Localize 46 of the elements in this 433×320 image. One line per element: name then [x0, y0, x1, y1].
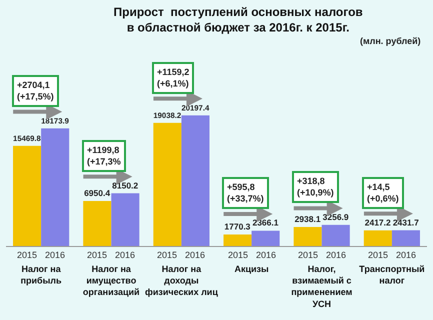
text: 2016: [396, 250, 416, 260]
data-label: 2417.2: [364, 217, 392, 228]
x-tick-label: Транспортный налог: [359, 264, 425, 286]
bar: [252, 230, 280, 246]
data-label: 1770.3: [224, 222, 251, 232]
text: 2015: [298, 250, 318, 260]
bar: [294, 226, 322, 246]
x-tick-label: Налог на имущество организаций: [82, 264, 140, 298]
x-tick-label: Налог, взимаемый с применением УСН: [291, 264, 353, 309]
chart-title: Прирост поступлений основных налогов в областной бюджет за 2016г. к 2015г.: [114, 5, 363, 35]
bar: [224, 234, 252, 246]
text: 2016: [326, 250, 346, 260]
text: 2015: [87, 250, 108, 260]
series-label: 2015: [17, 250, 38, 260]
bar: [13, 146, 42, 246]
x-tick-label: Налог на прибыль: [20, 264, 62, 286]
text: (млн. рублей): [360, 36, 421, 46]
annotation: +1199,8 (+17,3%: [87, 145, 121, 167]
series-label: 2016: [45, 250, 66, 260]
bar: [364, 230, 392, 246]
bar: [41, 128, 70, 246]
bar: [153, 122, 182, 246]
bar: [181, 115, 210, 246]
x-tick-label: Налог на доходы физических лиц: [144, 264, 218, 298]
text: 2016: [256, 250, 276, 260]
text: 2016: [115, 250, 136, 260]
bar: [392, 230, 420, 246]
text: +2704,1 (+17,5%): [17, 80, 54, 102]
bar: [111, 193, 140, 246]
data-label: 6950.4: [84, 188, 110, 198]
data-label: 2938.1: [294, 214, 321, 224]
text: 2015: [228, 250, 248, 260]
annotation: +595,8 (+33,7%): [227, 182, 264, 204]
x-tick-label: Акцизы: [234, 264, 270, 274]
text: +1159,2 (+6,1%): [157, 67, 190, 89]
text: 2015: [368, 250, 388, 260]
data-label: 2366.1: [252, 218, 279, 228]
data-label: 2431.7: [392, 217, 420, 228]
bar: [322, 224, 350, 246]
data-label: 3256.9: [322, 212, 349, 222]
annotation: +14,5 (+0,6%): [367, 182, 399, 204]
text: 2015: [157, 250, 178, 260]
annotation: +318,8 (+10,9%): [297, 176, 334, 198]
bar: [83, 201, 112, 246]
text: 2016: [185, 250, 206, 260]
data-label: 8150.2: [112, 180, 138, 190]
